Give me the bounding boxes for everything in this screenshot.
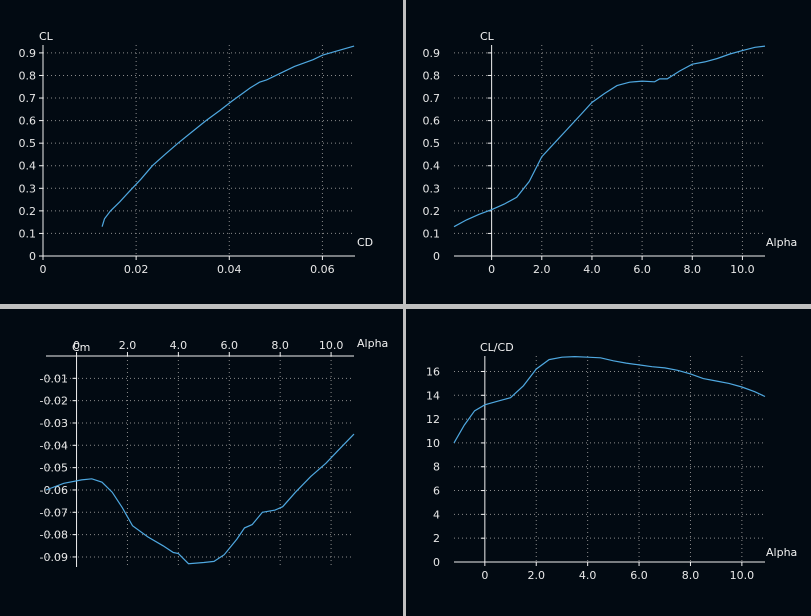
y-tick-label: 0.8	[19, 69, 37, 82]
y-tick-label: -0.03	[40, 417, 68, 430]
x-tick-label: 10.0	[319, 339, 344, 352]
polar-curve	[453, 45, 766, 228]
x-axis-title: Alpha	[766, 546, 797, 559]
x-tick-label: 10.0	[730, 569, 755, 582]
x-tick-label: 4.0	[583, 263, 601, 276]
y-tick-label: -0.06	[40, 484, 68, 497]
y-tick-label: -0.05	[40, 462, 68, 475]
cl-vs-cd-plot: 0 0.02 0.04 0.06 0 0.1 0.2 0.3 0.4 0.5 0.6 0.7 0.8 0.…	[19, 30, 374, 276]
y-tick-label: 0.9	[19, 47, 37, 60]
y-tick-label: 0.7	[423, 92, 441, 105]
y-tick-label: 0.1	[423, 227, 441, 240]
y-tick-label: 0.3	[423, 182, 441, 195]
x-axis-title: Alpha	[766, 236, 797, 249]
x-tick-label: 0.02	[124, 263, 149, 276]
x-tick-label: 6.0	[630, 569, 648, 582]
y-tick-label: -0.04	[40, 439, 68, 452]
y-axis-title: Cm	[72, 341, 90, 354]
x-tick-label: 2.0	[533, 263, 551, 276]
y-tick-label: 0.3	[19, 182, 37, 195]
y-tick-label: -0.08	[40, 529, 68, 542]
y-tick-label: 0	[433, 556, 440, 569]
polar-curve	[453, 355, 766, 444]
clcd-vs-alpha-graph[interactable]: 0 2.0 4.0 6.0 8.0 10.0 0 2 4 6 8 10 12 14 16 Alpha CL/CD	[406, 309, 811, 616]
y-tick-label: 0.4	[19, 160, 37, 173]
y-tick-label: 0.9	[423, 47, 441, 60]
y-tick-label: 6	[433, 485, 440, 498]
y-tick-label: -0.02	[40, 395, 68, 408]
y-tick-label: 14	[426, 389, 440, 402]
cl-vs-cd-graph[interactable]: 0 0.02 0.04 0.06 0 0.1 0.2 0.3 0.4 0.5 0.6 0.7 0.8 0.…	[0, 0, 403, 304]
y-tick-label: 2	[433, 532, 440, 545]
y-tick-label: 0.2	[19, 205, 37, 218]
y-tick-label: -0.09	[40, 551, 68, 564]
x-tick-label: 8.0	[682, 569, 700, 582]
y-tick-label: 12	[426, 413, 440, 426]
x-tick-label: 0	[40, 263, 47, 276]
y-tick-label: -0.01	[40, 372, 68, 385]
y-axis-title: CL	[39, 30, 54, 43]
cm-vs-alpha-graph[interactable]: 0 2.0 4.0 6.0 8.0 10.0 -0.01 -0.02 -0.03 -0.04 -0.…	[0, 309, 403, 616]
x-tick-label: 0.06	[310, 263, 335, 276]
y-tick-label: 4	[433, 508, 440, 521]
y-tick-label: 0.2	[423, 205, 441, 218]
x-axis-title: CD	[357, 236, 373, 249]
x-tick-label: 0	[488, 263, 495, 276]
x-tick-label: 0	[73, 339, 80, 352]
x-tick-label: 8.0	[271, 339, 289, 352]
y-tick-label: 16	[426, 365, 440, 378]
x-tick-label: 2.0	[527, 569, 545, 582]
x-tick-label: 8.0	[684, 263, 702, 276]
x-axis-title: Alpha	[357, 337, 388, 350]
y-tick-label: 8	[433, 461, 440, 474]
x-tick-label: 6.0	[221, 339, 239, 352]
y-tick-label: 0.7	[19, 92, 37, 105]
x-tick-label: 6.0	[633, 263, 651, 276]
cm-vs-alpha-plot: 0 2.0 4.0 6.0 8.0 10.0 -0.01 -0.02 -0.03 -0.04 -0.…	[40, 337, 388, 567]
y-tick-label: 0.5	[423, 137, 441, 150]
y-tick-label: 0.6	[19, 115, 37, 128]
y-tick-label: 0	[433, 250, 440, 263]
clcd-vs-alpha-plot: 0 2.0 4.0 6.0 8.0 10.0 0 2 4 6 8 10 12 14 16 Alpha CL/CD	[426, 341, 797, 582]
x-tick-label: 0	[481, 569, 488, 582]
x-tick-label: 2.0	[119, 339, 137, 352]
x-tick-label: 10.0	[730, 263, 755, 276]
y-tick-label: 0.1	[19, 227, 37, 240]
y-axis-title: CL/CD	[480, 341, 514, 354]
x-tick-label: 0.04	[217, 263, 242, 276]
y-tick-label: -0.07	[40, 506, 68, 519]
y-tick-label: 0.4	[423, 160, 441, 173]
y-tick-label: 0	[29, 250, 36, 263]
cl-vs-alpha-graph[interactable]: 0 2.0 4.0 6.0 8.0 10.0 0 0.1 0.2 0.3 0.4 0.5 0.6 0.7 0…	[406, 0, 811, 304]
y-tick-label: 0.5	[19, 137, 37, 150]
y-tick-label: 10	[426, 437, 440, 450]
x-tick-label: 4.0	[579, 569, 597, 582]
y-axis-title: CL	[480, 30, 495, 43]
polar-curve	[101, 45, 355, 227]
y-tick-label: 0.6	[423, 115, 441, 128]
y-tick-label: 0.8	[423, 69, 441, 82]
cl-vs-alpha-plot: 0 2.0 4.0 6.0 8.0 10.0 0 0.1 0.2 0.3 0.4 0.5 0.6 0.7 0…	[423, 30, 798, 276]
x-tick-label: 4.0	[170, 339, 188, 352]
polar-curve	[45, 433, 355, 565]
